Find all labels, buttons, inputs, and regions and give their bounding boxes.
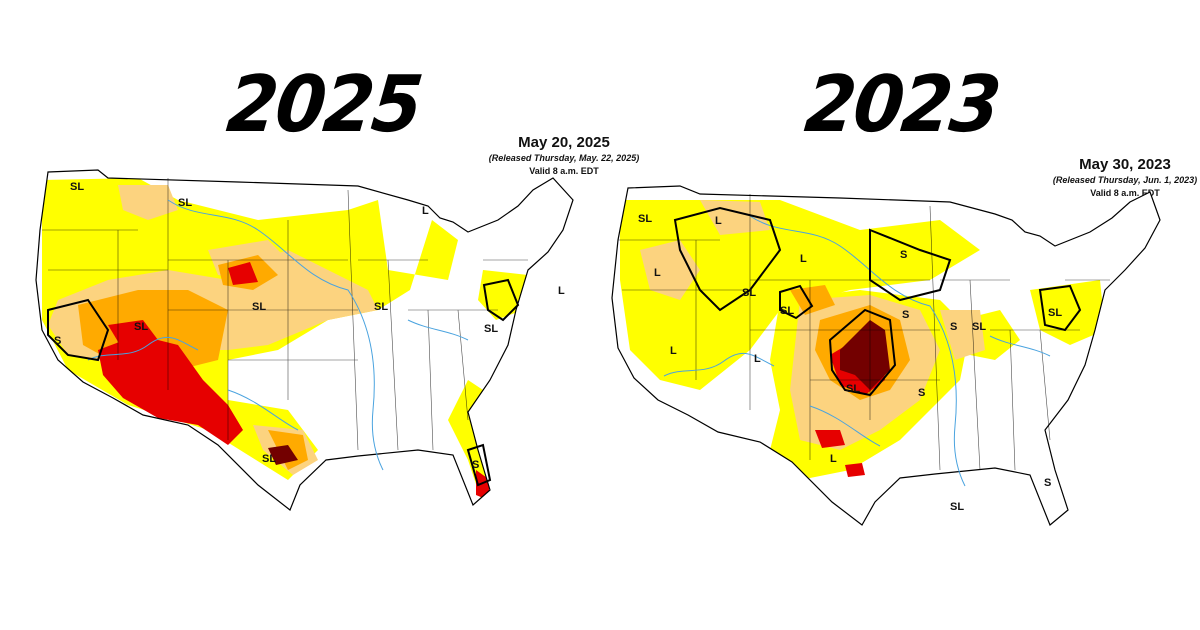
impact-label: SL (484, 323, 498, 335)
map-released: (Released Thursday, Jun. 1, 2023) (1052, 175, 1198, 185)
impact-label: S (1044, 477, 1051, 489)
map-valid-time: Valid 8 a.m. EDT (529, 166, 599, 176)
impact-boundary (47, 298, 110, 362)
impact-label: S (950, 321, 957, 333)
map-valid-time: Valid 8 a.m. EDT (1090, 188, 1160, 198)
impact-label: L (800, 253, 807, 265)
impact-boundary (466, 443, 492, 487)
impact-label: SL (262, 453, 276, 465)
impact-boundary (1038, 284, 1082, 332)
map-caption-2023: May 30, 2023 (Released Thursday, Jun. 1,… (1040, 156, 1200, 198)
map-released: (Released Thursday, May. 22, 2025) (488, 153, 640, 163)
year-title-2025: 2025 (223, 58, 426, 150)
impact-label: SL (1048, 307, 1062, 319)
impact-label: SL (972, 321, 986, 333)
map-date: May 30, 2023 (1079, 156, 1171, 173)
impact-boundary (828, 308, 897, 397)
us-outline (35, 169, 574, 511)
impact-label: L (422, 205, 429, 217)
state-borders (42, 178, 528, 451)
impact-label: L (654, 267, 661, 279)
impact-label: SL (950, 501, 964, 513)
impact-label: S (472, 459, 479, 471)
impact-labels: SL SL L SL SL L SL S SL S SL (54, 181, 565, 471)
impact-label: SL (252, 301, 266, 313)
impact-labels: SL L L SL SL L S S SL S SL L L SL S L S … (638, 213, 1062, 513)
drought-map-2023: SL L L SL SL L S S SL S SL L L SL S L S … (611, 185, 1161, 526)
impact-label: SL (134, 321, 148, 333)
impact-label: L (830, 453, 837, 465)
state-borders (618, 194, 1110, 471)
impact-boundary (869, 228, 952, 302)
impact-label: SL (846, 383, 860, 395)
impact-label: S (900, 249, 907, 261)
drought-map-2025: SL SL L SL SL L SL S SL S SL (35, 169, 574, 511)
impact-label: L (558, 285, 565, 297)
impact-label: SL (70, 181, 84, 193)
impact-label: S (54, 335, 61, 347)
map-date: May 20, 2025 (518, 134, 610, 151)
impact-label: SL (780, 305, 794, 317)
year-title-2023: 2023 (801, 58, 1004, 150)
drought-areas (42, 178, 528, 505)
us-outline (611, 185, 1161, 526)
impact-label: L (670, 345, 677, 357)
map-caption-2025: May 20, 2025 (Released Thursday, May. 22… (456, 134, 672, 176)
impact-label: S (918, 387, 925, 399)
impact-label: SL (638, 213, 652, 225)
impact-label: SL (178, 197, 192, 209)
impact-label: SL (742, 287, 756, 299)
rivers (87, 199, 469, 471)
impact-boundary (779, 284, 814, 320)
impact-label: L (715, 215, 722, 227)
rivers (663, 215, 1051, 487)
impact-boundary (673, 206, 782, 312)
impact-label: L (754, 353, 761, 365)
impact-label: S (902, 309, 909, 321)
impact-label: SL (374, 301, 388, 313)
impact-boundary (482, 278, 520, 322)
